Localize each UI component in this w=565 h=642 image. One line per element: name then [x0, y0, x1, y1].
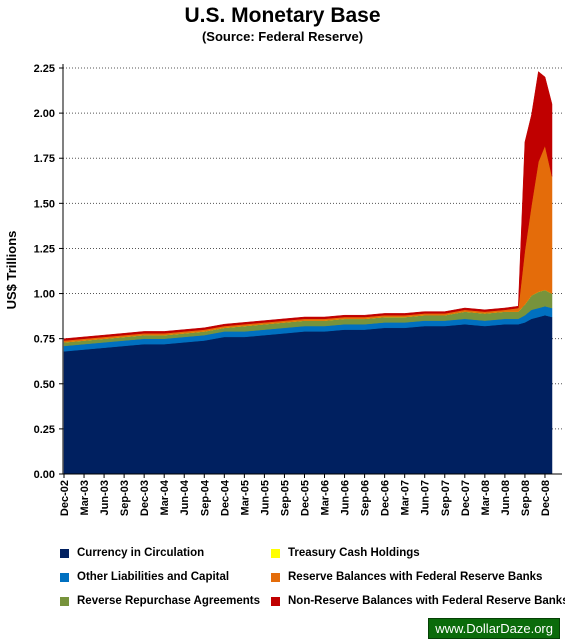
x-tick-label: Mar-07: [400, 480, 412, 515]
x-tick-label: Mar-08: [480, 480, 492, 515]
legend-label: Currency in Circulation: [77, 547, 205, 559]
x-tick-label: Sep-06: [360, 480, 372, 516]
area-non-reserve-balances-with-federal-reserve-banks: [63, 71, 553, 341]
legend-item: Other Liabilities and Capital: [60, 571, 229, 583]
legend-label: Treasury Cash Holdings: [288, 547, 420, 559]
x-tick-label: Dec-05: [299, 480, 311, 516]
watermark[interactable]: www.DollarDaze.org: [428, 618, 560, 639]
x-tick-label: Mar-03: [79, 480, 91, 515]
legend-item: Non-Reserve Balances with Federal Reserv…: [271, 595, 565, 607]
y-tick-label: 2.00: [34, 108, 55, 120]
x-tick-label: Jun-04: [179, 479, 191, 515]
x-tick-label: Jun-03: [99, 480, 111, 515]
legend-item: Treasury Cash Holdings: [271, 547, 420, 559]
y-axis-label: US$ Trillions: [4, 231, 19, 310]
y-tick-labels: 0.00 0.25 0.50 0.75 1.00 1.25 1.50 1.75 2.00 2.25: [34, 63, 55, 481]
legend-swatch: [271, 548, 280, 558]
legend-swatch: [271, 596, 280, 606]
x-tick-label: Dec-04: [219, 479, 231, 516]
legend-item: Currency in Circulation: [60, 547, 204, 559]
y-tick-label: 1.75: [34, 153, 55, 165]
legend-swatch: [60, 548, 69, 558]
x-tick-label: Dec-02: [59, 480, 71, 516]
chart-subtitle: (Source: Federal Reserve): [201, 29, 364, 44]
legend-swatch: [60, 596, 69, 606]
x-tick-label: Sep-08: [520, 480, 532, 516]
x-tick-label: Jun-08: [500, 480, 512, 515]
legend-label: Non-Reserve Balances with Federal Reserv…: [288, 595, 565, 607]
x-tick-label: Sep-03: [119, 480, 131, 516]
stacked-areas: [63, 71, 553, 475]
y-tick-label: 0.25: [34, 424, 55, 436]
x-tick-label: Jun-06: [340, 480, 352, 515]
y-tick-label: 0.50: [34, 379, 55, 391]
y-tick-label: 1.50: [34, 198, 55, 210]
legend-item: Reserve Balances with Federal Reserve Ba…: [271, 571, 542, 583]
x-tick-label: Jun-07: [420, 480, 432, 515]
x-tick-label: Sep-04: [199, 479, 211, 516]
y-tick-label: 0.00: [34, 469, 55, 481]
legend-label: Reverse Repurchase Agreements: [77, 595, 261, 607]
x-tick-label: Mar-06: [320, 480, 332, 515]
x-tick-label: Sep-05: [279, 480, 291, 516]
x-tick-label: Dec-06: [380, 480, 392, 516]
y-tick-label: 1.00: [34, 289, 55, 301]
legend-swatch: [60, 572, 69, 582]
x-tick-label: Dec-07: [460, 480, 472, 516]
legend-swatch: [271, 572, 280, 582]
x-tick-labels: Dec-02 Mar-03 Jun-03 Sep-03 Dec-03 Mar-04 Jun-…: [59, 479, 552, 516]
x-tick-label: Jun-05: [259, 480, 271, 515]
x-tick-label: Mar-05: [239, 480, 251, 515]
legend-item: Reverse Repurchase Agreements: [60, 595, 260, 607]
y-tick-label: 2.25: [34, 63, 55, 75]
x-tick-label: Mar-04: [159, 479, 171, 515]
x-tick-label: Dec-03: [139, 480, 151, 516]
x-tick-label: Dec-08: [540, 480, 552, 516]
chart-title: U.S. Monetary Base: [184, 4, 381, 27]
x-tick-label: Sep-07: [440, 480, 452, 516]
legend-label: Reserve Balances with Federal Reserve Ba…: [288, 571, 543, 583]
y-tick-label: 1.25: [34, 243, 55, 255]
y-tick-label: 0.75: [34, 334, 55, 346]
legend-label: Other Liabilities and Capital: [77, 571, 230, 583]
axes: [59, 64, 562, 478]
